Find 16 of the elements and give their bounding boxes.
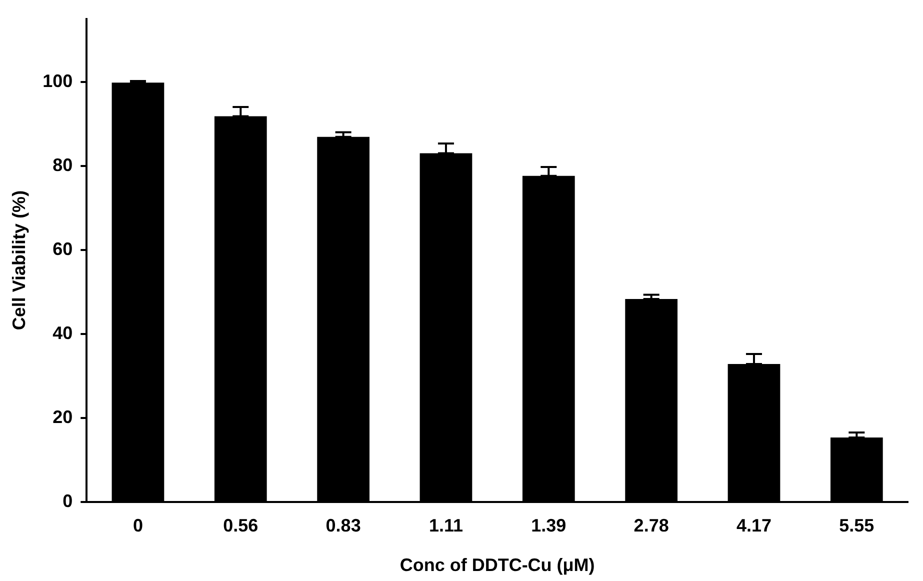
y-tick-label: 60 [52, 238, 73, 259]
x-tick-label: 0 [132, 516, 143, 536]
x-tick-label: 0.83 [326, 516, 361, 536]
y-tick-label: 100 [42, 70, 73, 91]
x-tick-label: 5.55 [839, 516, 874, 536]
x-tick-label: 1.39 [531, 516, 566, 536]
x-axis-title: Conc of DDTC-Cu (μM) [400, 555, 595, 576]
x-tick-label: 1.11 [428, 516, 464, 536]
y-tick-label: 0 [62, 490, 73, 511]
y-tick-label: 80 [52, 154, 73, 175]
y-tick-label: 40 [52, 322, 73, 343]
x-tick-label: 4.17 [736, 516, 772, 536]
y-axis-title: Cell Viability (%) [8, 190, 29, 330]
y-tick-label: 20 [52, 406, 73, 427]
x-tick-label: 0.56 [223, 516, 258, 536]
x-tick-label: 2.78 [634, 516, 669, 536]
